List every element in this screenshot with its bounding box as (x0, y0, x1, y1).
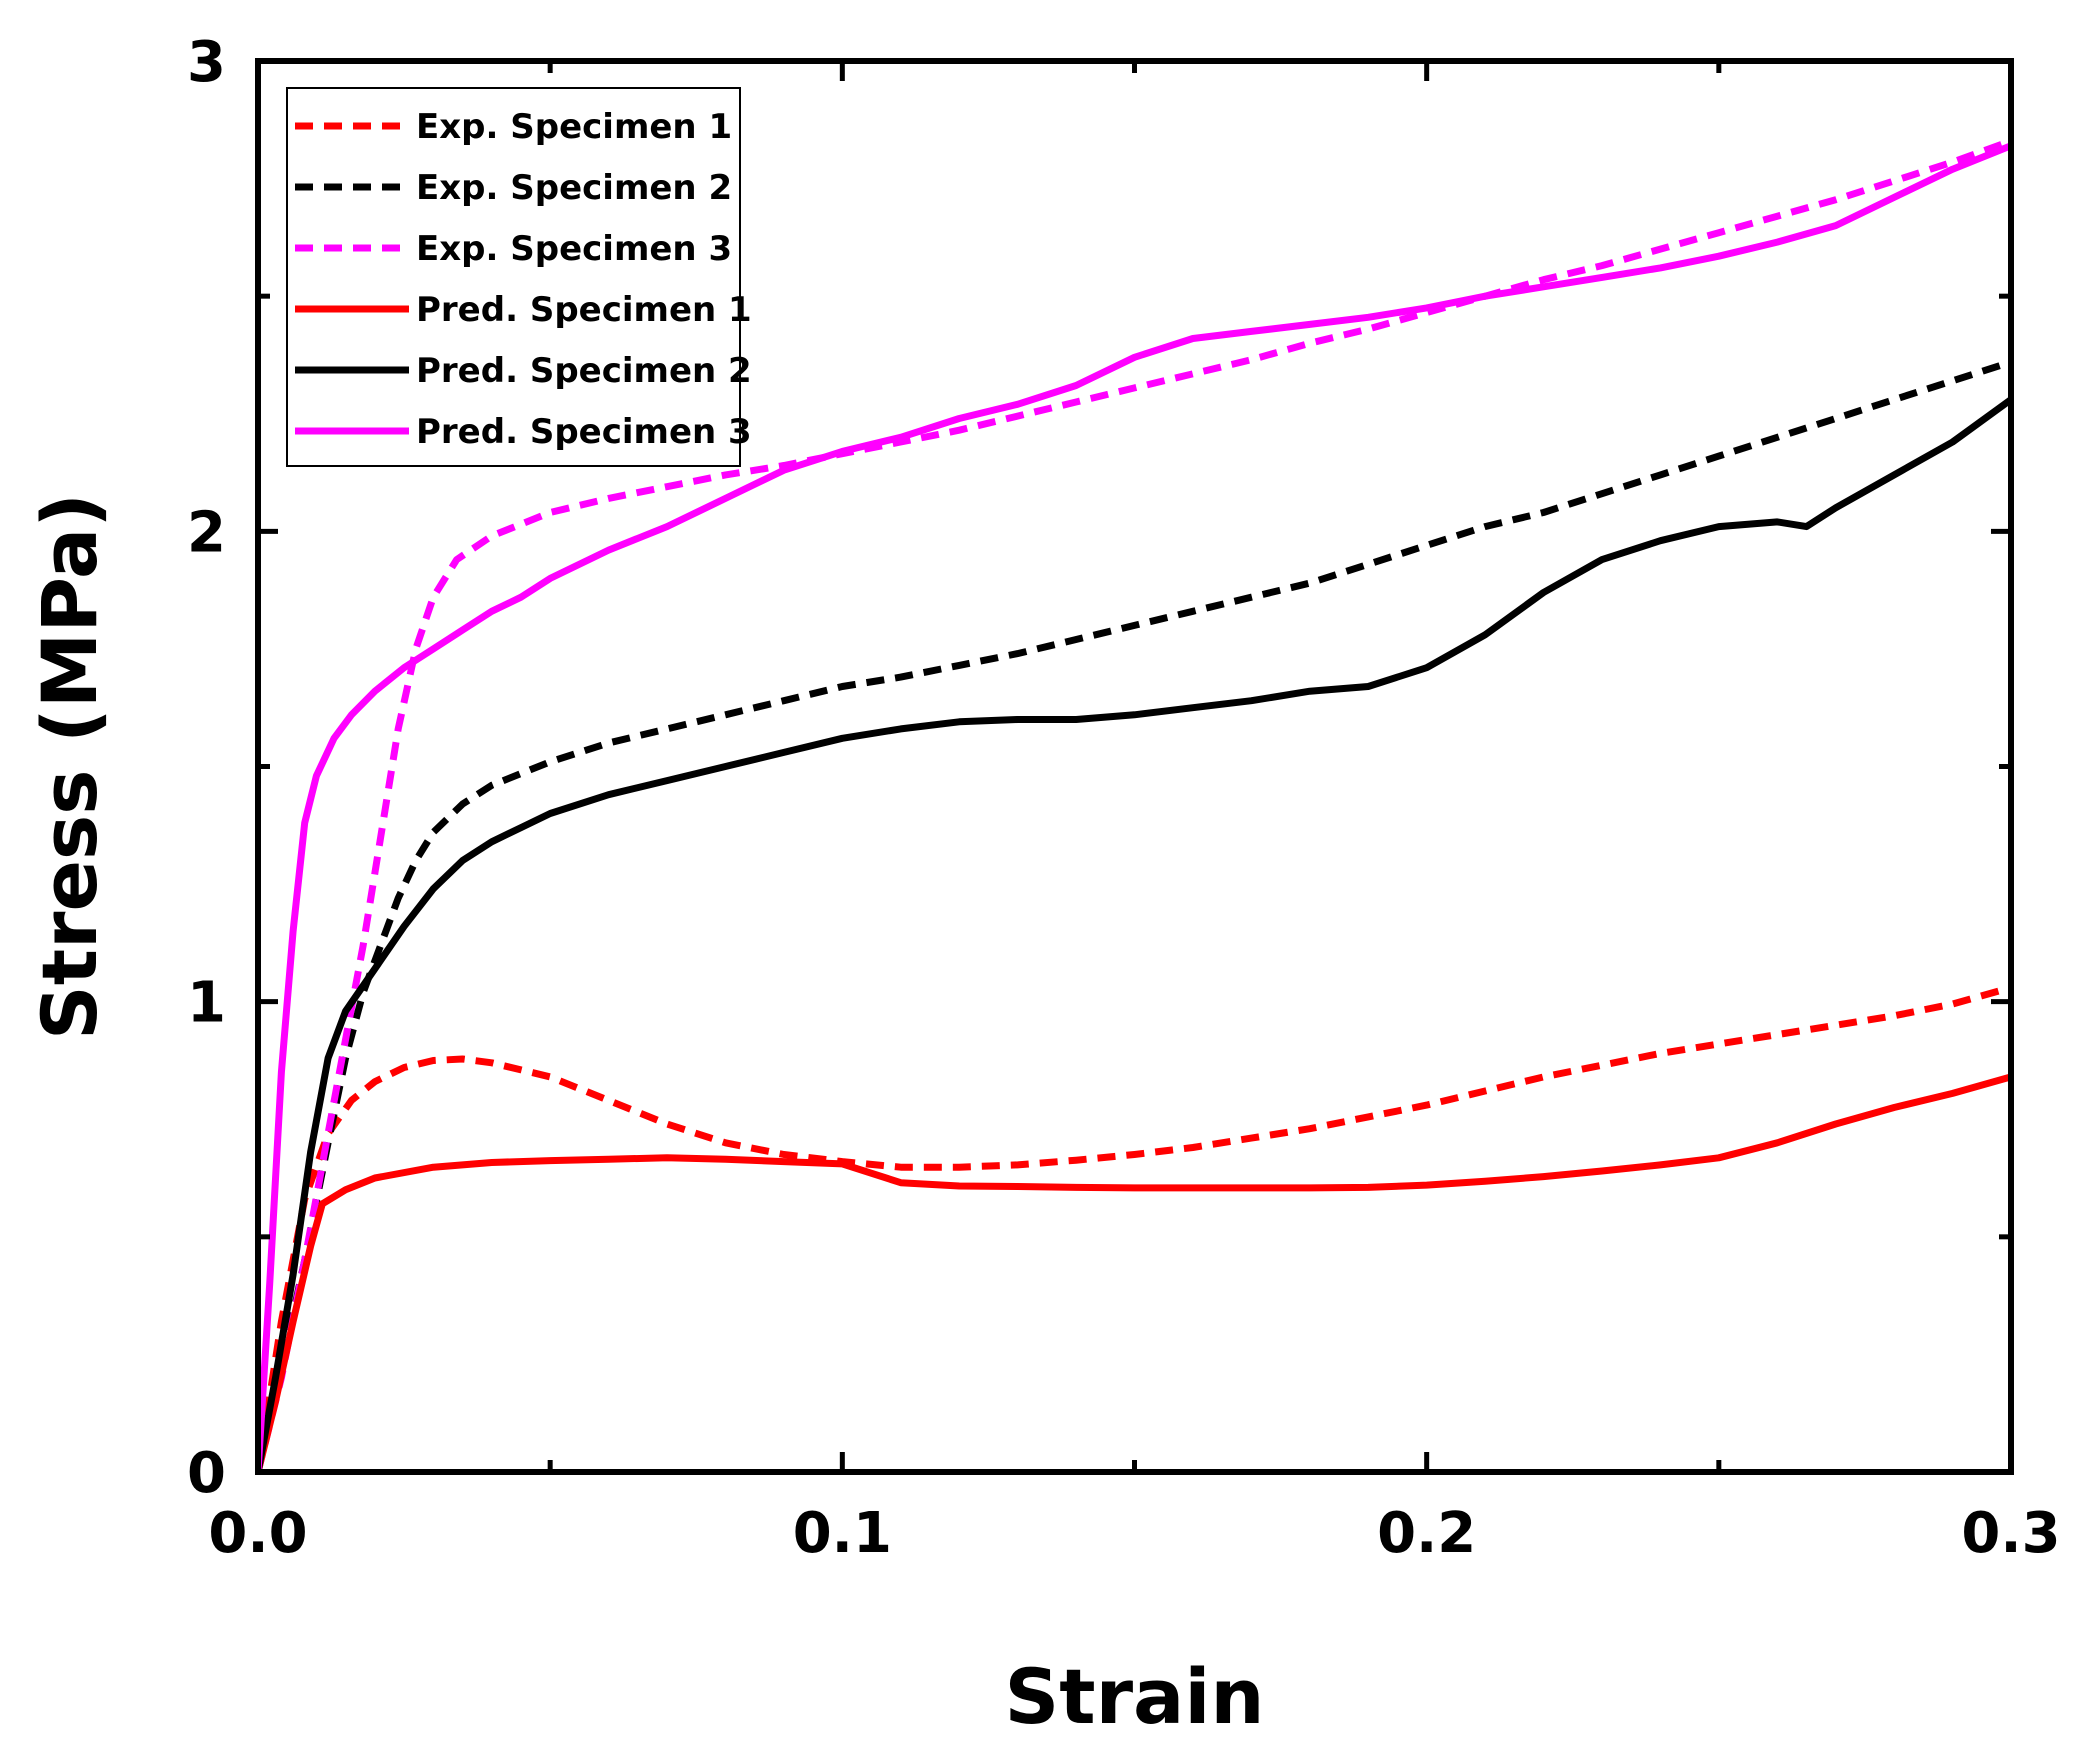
series-layer (258, 137, 2011, 1472)
y-tick-label: 2 (187, 500, 226, 565)
x-tick-label: 0.1 (793, 1501, 892, 1566)
y-tick-label: 1 (187, 971, 226, 1036)
x-axis-title: Strain (1005, 1652, 1265, 1741)
y-axis-title: Stress (MPa) (25, 493, 114, 1040)
y-tick-label: 0 (187, 1441, 226, 1506)
series-line-exp-specimen-1 (258, 984, 2011, 1472)
legend-label-exp-specimen-2: Exp. Specimen 2 (416, 168, 732, 208)
legend-items: Exp. Specimen 1 Exp. Specimen 2 Exp. Speci… (295, 107, 752, 452)
y-tick-label: 3 (187, 30, 226, 95)
legend: Exp. Specimen 1 Exp. Specimen 2 Exp. Speci… (286, 87, 752, 467)
x-tick-label: 0.0 (208, 1501, 307, 1566)
legend-label-pred-specimen-1: Pred. Specimen 1 (416, 290, 752, 330)
series-line-pred-specimen-1 (258, 1073, 2011, 1472)
series-line-exp-specimen-2 (258, 358, 2011, 1472)
series-line-pred-specimen-3 (258, 142, 2011, 1472)
x-tick-label: 0.2 (1377, 1501, 1476, 1566)
series-line-exp-specimen-3 (258, 137, 2011, 1472)
legend-box (286, 87, 741, 467)
series-line-pred-specimen-2 (258, 396, 2011, 1472)
x-tick-label: 0.3 (1961, 1501, 2060, 1566)
axis-tick-labels: 0.0 0.1 0.2 0.3 0 1 2 3 (187, 30, 2061, 1566)
legend-label-exp-specimen-1: Exp. Specimen 1 (416, 107, 732, 147)
legend-label-exp-specimen-3: Exp. Specimen 3 (416, 229, 732, 269)
axis-ticks (255, 58, 2014, 1475)
legend-label-pred-specimen-3: Pred. Specimen 3 (416, 412, 752, 452)
legend-label-pred-specimen-2: Pred. Specimen 2 (416, 351, 752, 391)
